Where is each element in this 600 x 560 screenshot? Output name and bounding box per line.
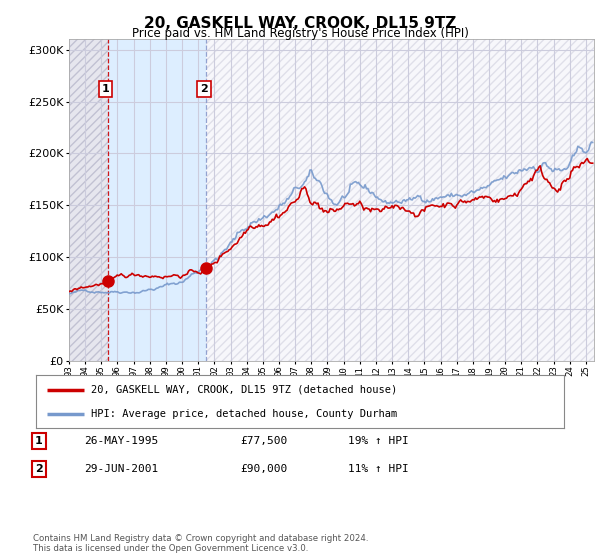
Text: 1: 1 bbox=[101, 84, 109, 94]
Bar bbox=[206, 39, 594, 361]
Text: 26-MAY-1995: 26-MAY-1995 bbox=[84, 436, 158, 446]
Text: 1: 1 bbox=[35, 436, 43, 446]
Text: 19% ↑ HPI: 19% ↑ HPI bbox=[348, 436, 409, 446]
Text: 2: 2 bbox=[35, 464, 43, 474]
Text: 20, GASKELL WAY, CROOK, DL15 9TZ: 20, GASKELL WAY, CROOK, DL15 9TZ bbox=[144, 16, 456, 31]
Text: 2: 2 bbox=[200, 84, 208, 94]
Bar bbox=[108, 39, 206, 361]
Text: HPI: Average price, detached house, County Durham: HPI: Average price, detached house, Coun… bbox=[91, 409, 398, 419]
Text: £90,000: £90,000 bbox=[240, 464, 287, 474]
Text: Contains HM Land Registry data © Crown copyright and database right 2024.
This d: Contains HM Land Registry data © Crown c… bbox=[33, 534, 368, 553]
Text: £77,500: £77,500 bbox=[240, 436, 287, 446]
Text: 11% ↑ HPI: 11% ↑ HPI bbox=[348, 464, 409, 474]
Text: 29-JUN-2001: 29-JUN-2001 bbox=[84, 464, 158, 474]
Bar bbox=[69, 39, 108, 361]
Text: 20, GASKELL WAY, CROOK, DL15 9TZ (detached house): 20, GASKELL WAY, CROOK, DL15 9TZ (detach… bbox=[91, 385, 398, 395]
Text: Price paid vs. HM Land Registry's House Price Index (HPI): Price paid vs. HM Land Registry's House … bbox=[131, 27, 469, 40]
